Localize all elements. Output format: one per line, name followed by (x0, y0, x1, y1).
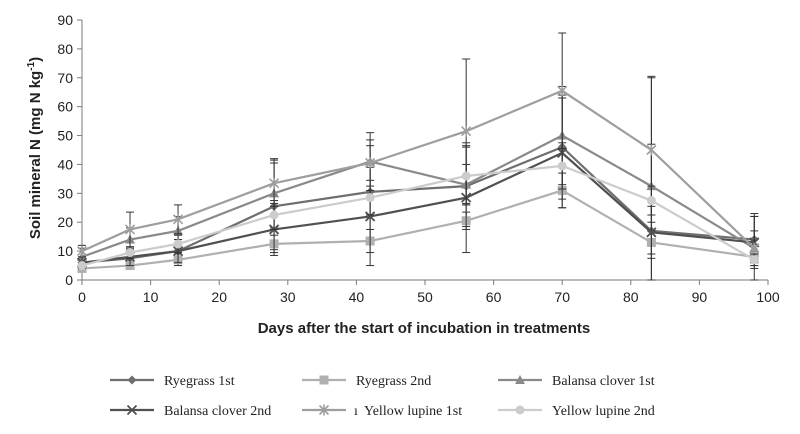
y-axis-title-main: Soil mineral N (mg N kg (27, 71, 44, 239)
x-tick-label: 60 (486, 289, 502, 305)
x-tick-label: 10 (143, 289, 159, 305)
legend-item: Balansa clover 1st (498, 374, 655, 389)
y-tick-label: 40 (57, 156, 73, 172)
y-tick-label: 20 (57, 214, 73, 230)
y-tick-label: 50 (57, 128, 73, 144)
data-point (125, 248, 135, 258)
y-tick-label: 0 (65, 272, 73, 288)
y-tick-label: 80 (57, 41, 73, 57)
data-point (461, 125, 472, 137)
x-tick-label: 40 (349, 289, 365, 305)
legend-item: ı Yellow lupine 1st (302, 404, 462, 419)
legend-stray-mark: ı (354, 404, 358, 419)
data-point (172, 213, 184, 225)
y-tick-label: 30 (57, 185, 73, 201)
legend-marker (515, 375, 525, 384)
legend-label: Ryegrass 2nd (356, 374, 431, 389)
data-point (557, 85, 568, 97)
data-point (749, 255, 759, 265)
data-point (364, 211, 376, 222)
x-tick-label: 20 (211, 289, 227, 305)
x-tick-label: 0 (78, 289, 86, 305)
series-4 (76, 32, 760, 281)
x-tick-label: 90 (692, 289, 708, 305)
x-axis-title: Days after the start of incubation in tr… (258, 320, 591, 337)
legend-label: Balansa clover 2nd (164, 404, 271, 419)
data-point (461, 171, 471, 181)
legend-marker (319, 375, 329, 385)
legend-item: Yellow lupine 2nd (498, 404, 655, 419)
data-point (365, 193, 375, 203)
data-point (124, 223, 136, 235)
legend-label: Yellow lupine 2nd (552, 404, 655, 419)
y-axis-title-sup: -1 (26, 61, 37, 70)
legend-marker (126, 404, 138, 416)
y-tick-label: 60 (57, 99, 73, 115)
data-point (173, 239, 183, 249)
y-axis-title: Soil mineral N (mg N kg-1) (26, 57, 44, 239)
legend-label: Balansa clover 1st (552, 374, 655, 389)
legend-item: Ryegrass 1st (110, 374, 235, 389)
legend-item: Balansa clover 2nd (110, 404, 271, 419)
data-point (269, 210, 279, 220)
y-tick-label: 70 (57, 70, 73, 86)
series-layer (76, 32, 760, 281)
legend: Ryegrass 1st Ryegrass 2nd Balansa clover 1… (110, 374, 655, 419)
series-line (81, 89, 756, 253)
legend-marker (515, 405, 525, 415)
legend-label: Yellow lupine 1st (364, 404, 462, 419)
legend-marker (318, 404, 330, 416)
data-point (365, 157, 376, 169)
legend-marker (127, 375, 137, 385)
data-point (646, 144, 657, 156)
data-point (749, 242, 760, 254)
data-point (557, 161, 567, 171)
x-tick-label: 70 (554, 289, 570, 305)
y-tick-label: 90 (57, 12, 73, 28)
x-tick-label: 80 (623, 289, 639, 305)
data-point (76, 245, 88, 257)
axes: 0 10 20 30 40 50 60 70 80 90 0 10 20 30 40 50 60 70 80 90 10… (57, 12, 779, 305)
data-point (269, 177, 280, 189)
data-point (77, 261, 87, 271)
legend-item: Ryegrass 2nd (302, 374, 431, 389)
x-tick-label: 100 (756, 289, 780, 305)
legend-label: Ryegrass 1st (164, 374, 235, 389)
data-point (646, 227, 657, 238)
x-tick-label: 30 (280, 289, 296, 305)
y-axis-title-tail: ) (27, 57, 44, 62)
y-tick-label: 10 (57, 243, 73, 259)
series-5 (77, 142, 759, 271)
data-point (646, 196, 656, 206)
x-tick-label: 50 (417, 289, 433, 305)
